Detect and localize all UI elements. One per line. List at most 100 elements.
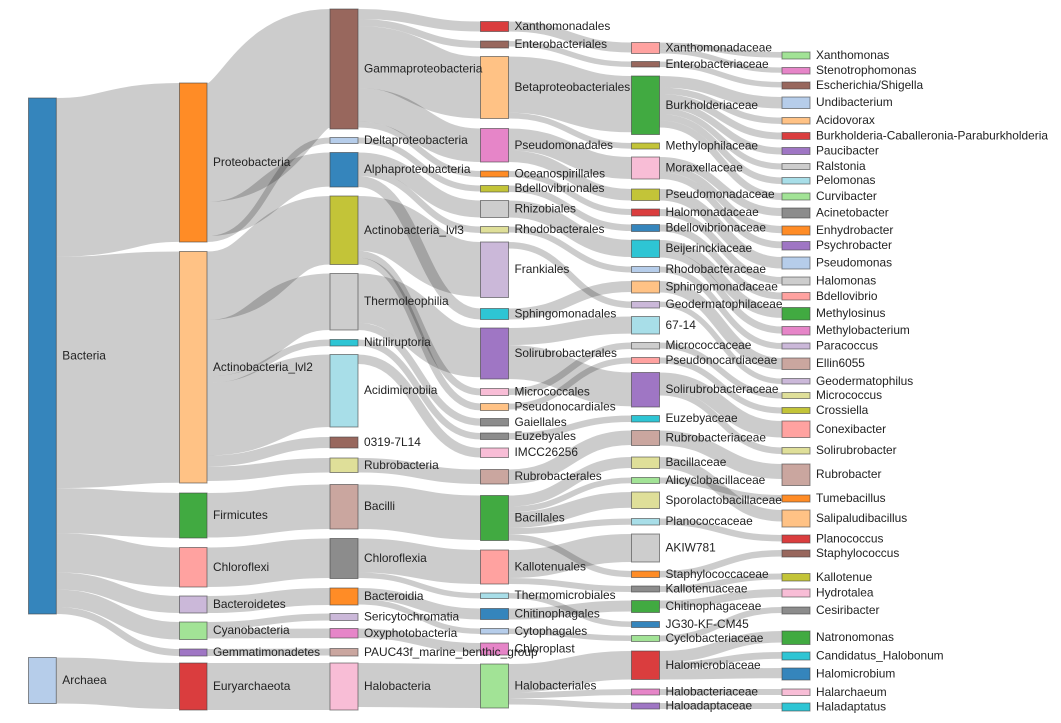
svg-text:67-14: 67-14: [666, 318, 697, 332]
svg-text:Ellin6055: Ellin6055: [816, 356, 865, 370]
svg-text:Geodermatophilaceae: Geodermatophilaceae: [666, 297, 783, 311]
svg-text:Tumebacillus: Tumebacillus: [816, 491, 886, 505]
svg-text:Staphylococcus: Staphylococcus: [816, 546, 899, 560]
svg-text:Staphylococcaceae: Staphylococcaceae: [666, 567, 770, 581]
svg-text:Frankiales: Frankiales: [515, 262, 570, 276]
svg-text:Archaea: Archaea: [62, 673, 107, 687]
svg-text:Geodermatophilus: Geodermatophilus: [816, 374, 913, 388]
svg-text:Enhydrobacter: Enhydrobacter: [816, 223, 893, 237]
svg-text:Xanthomonas: Xanthomonas: [816, 48, 889, 62]
svg-text:Thermoleophilia: Thermoleophilia: [364, 294, 449, 308]
svg-text:Chitinophagales: Chitinophagales: [515, 607, 600, 621]
svg-text:Halomicrobium: Halomicrobium: [816, 667, 895, 681]
svg-text:Sphingomonadales: Sphingomonadales: [515, 307, 617, 321]
svg-text:Nitriliruptoria: Nitriliruptoria: [364, 335, 431, 349]
svg-text:Candidatus_Halobonum: Candidatus_Halobonum: [816, 649, 944, 663]
svg-text:Oxyphotobacteria: Oxyphotobacteria: [364, 626, 458, 640]
svg-text:Firmicutes: Firmicutes: [213, 508, 268, 522]
svg-text:Paucibacter: Paucibacter: [816, 144, 879, 158]
svg-text:Burkholderia-Caballeronia-Para: Burkholderia-Caballeronia-Paraburkholder…: [816, 129, 1048, 143]
svg-text:Pseudonocardiales: Pseudonocardiales: [515, 400, 616, 414]
svg-text:Planococcaceae: Planococcaceae: [666, 514, 754, 528]
svg-text:Acidovorax: Acidovorax: [816, 113, 875, 127]
svg-text:Alphaproteobacteria: Alphaproteobacteria: [364, 162, 471, 176]
svg-text:Euzebyaceae: Euzebyaceae: [666, 411, 738, 425]
svg-text:Rubrobacteriaceae: Rubrobacteriaceae: [666, 431, 767, 445]
svg-text:Cyanobacteria: Cyanobacteria: [213, 623, 290, 637]
svg-text:Gemmatimonadetes: Gemmatimonadetes: [213, 645, 320, 659]
svg-text:Bacillales: Bacillales: [515, 511, 565, 525]
svg-text:Halomonas: Halomonas: [816, 274, 876, 288]
svg-text:Bacilli: Bacilli: [364, 499, 395, 513]
svg-text:Halobacteriaceae: Halobacteriaceae: [666, 685, 759, 699]
svg-text:Escherichia/Shigella: Escherichia/Shigella: [816, 78, 923, 92]
svg-text:Hydrotalea: Hydrotalea: [816, 586, 874, 600]
svg-text:Chloroplast: Chloroplast: [515, 642, 576, 656]
svg-text:Euzebyales: Euzebyales: [515, 429, 577, 443]
svg-text:Pseudonocardiaceae: Pseudonocardiaceae: [666, 353, 778, 367]
svg-text:Halomonadaceae: Halomonadaceae: [666, 205, 760, 219]
svg-text:Betaproteobacteriales: Betaproteobacteriales: [515, 80, 631, 94]
svg-text:Acinetobacter: Acinetobacter: [816, 206, 889, 220]
svg-text:Stenotrophomonas: Stenotrophomonas: [816, 63, 917, 77]
svg-text:Pseudomonas: Pseudomonas: [816, 256, 892, 270]
svg-text:Xanthomonadaceae: Xanthomonadaceae: [666, 41, 773, 55]
svg-text:Halobacteriales: Halobacteriales: [515, 679, 597, 693]
svg-text:Sericytochromatia: Sericytochromatia: [364, 610, 460, 624]
svg-text:Rhodobacteraceae: Rhodobacteraceae: [666, 262, 767, 276]
svg-text:Oceanospirillales: Oceanospirillales: [515, 167, 606, 181]
svg-text:Rhizobiales: Rhizobiales: [515, 202, 577, 216]
svg-text:PAUC43f_marine_benthic_group: PAUC43f_marine_benthic_group: [364, 645, 538, 659]
svg-text:Bdellovibrionaceae: Bdellovibrionaceae: [666, 221, 767, 235]
svg-text:Rubrobacterales: Rubrobacterales: [515, 469, 602, 483]
svg-text:Thermomicrobiales: Thermomicrobiales: [515, 588, 616, 602]
svg-text:Bacteroidetes: Bacteroidetes: [213, 597, 286, 611]
svg-text:Bacillaceae: Bacillaceae: [666, 455, 727, 469]
svg-text:Gammaproteobacteria: Gammaproteobacteria: [364, 62, 483, 76]
svg-text:Psychrobacter: Psychrobacter: [816, 238, 892, 252]
svg-text:Chloroflexia: Chloroflexia: [364, 551, 427, 565]
svg-text:AKIW781: AKIW781: [666, 541, 717, 555]
svg-text:Salipaludibacillus: Salipaludibacillus: [816, 511, 907, 525]
svg-text:Bacteroidia: Bacteroidia: [364, 589, 424, 603]
svg-text:Burkholderiaceae: Burkholderiaceae: [666, 98, 759, 112]
svg-text:0319-7L14: 0319-7L14: [364, 435, 421, 449]
svg-text:Solirubrobacter: Solirubrobacter: [816, 443, 897, 457]
svg-text:Cyclobacteriaceae: Cyclobacteriaceae: [666, 631, 764, 645]
svg-text:Kallotenue: Kallotenue: [816, 570, 873, 584]
svg-text:Kallotenuales: Kallotenuales: [515, 560, 586, 574]
svg-text:Pelomonas: Pelomonas: [816, 173, 876, 187]
svg-text:Haladaptatus: Haladaptatus: [816, 700, 886, 714]
svg-text:Bacteria: Bacteria: [62, 349, 106, 363]
svg-text:Micrococcales: Micrococcales: [515, 385, 590, 399]
svg-text:Xanthomonadales: Xanthomonadales: [515, 19, 611, 33]
svg-text:Deltaproteobacteria: Deltaproteobacteria: [364, 133, 468, 147]
svg-text:Micrococcaceae: Micrococcaceae: [666, 338, 752, 352]
svg-text:Pseudomonadaceae: Pseudomonadaceae: [666, 187, 775, 201]
svg-text:Actinobacteria_lvl2: Actinobacteria_lvl2: [213, 360, 313, 374]
svg-text:JG30-KF-CM45: JG30-KF-CM45: [666, 617, 750, 631]
svg-text:Planococcus: Planococcus: [816, 532, 883, 546]
svg-text:Ralstonia: Ralstonia: [816, 159, 866, 173]
svg-text:Euryarchaeota: Euryarchaeota: [213, 679, 291, 693]
svg-text:Crossiella: Crossiella: [816, 403, 869, 417]
svg-text:Moraxellaceae: Moraxellaceae: [666, 161, 744, 175]
svg-text:Enterobacteriaceae: Enterobacteriaceae: [666, 57, 770, 71]
svg-text:Cesiribacter: Cesiribacter: [816, 603, 879, 617]
svg-text:Pseudomonadales: Pseudomonadales: [515, 138, 614, 152]
svg-text:Rubrobacteria: Rubrobacteria: [364, 458, 439, 472]
svg-text:Micrococcus: Micrococcus: [816, 388, 882, 402]
svg-text:Acidimicrobiia: Acidimicrobiia: [364, 383, 438, 397]
svg-text:Chloroflexi: Chloroflexi: [213, 560, 269, 574]
svg-text:Conexibacter: Conexibacter: [816, 422, 886, 436]
svg-text:Sporolactobacillaceae: Sporolactobacillaceae: [666, 493, 783, 507]
svg-text:Halobacteria: Halobacteria: [364, 679, 431, 693]
svg-text:Bdellovibrio: Bdellovibrio: [816, 289, 878, 303]
svg-text:Solirubrobacteraceae: Solirubrobacteraceae: [666, 382, 779, 396]
svg-text:Halomicrobiaceae: Halomicrobiaceae: [666, 658, 762, 672]
svg-text:Rubrobacter: Rubrobacter: [816, 467, 881, 481]
svg-text:Methylosinus: Methylosinus: [816, 306, 885, 320]
svg-text:Solirubrobacterales: Solirubrobacterales: [515, 346, 618, 360]
svg-text:Actinobacteria_lvl3: Actinobacteria_lvl3: [364, 223, 464, 237]
svg-text:Rhodobacterales: Rhodobacterales: [515, 222, 605, 236]
